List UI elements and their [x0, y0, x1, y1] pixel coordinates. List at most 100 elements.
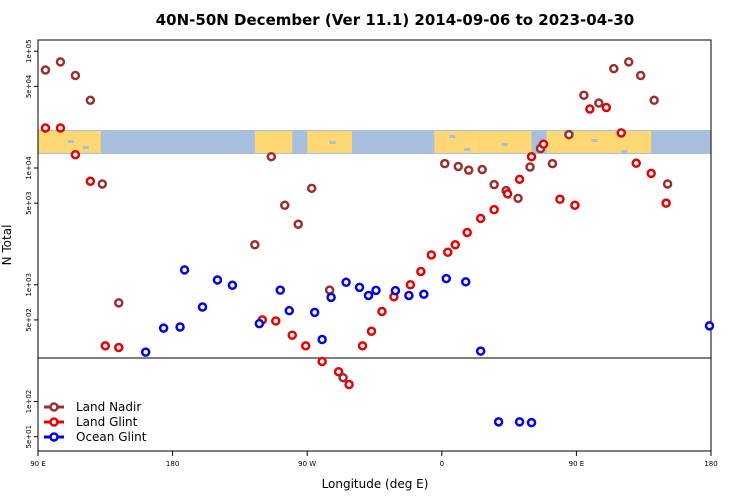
ocean-glint-point-15	[363, 290, 374, 301]
land-nadir-point-15	[463, 165, 474, 175]
y-tick-label-2: 5e+02	[25, 308, 33, 332]
y-tick-label-3: 1e+03	[25, 273, 33, 297]
y-tick-label-6: 5e+04	[25, 74, 33, 98]
ocean-glint-point-1	[158, 323, 169, 333]
x-axis-label: Longitude (deg E)	[322, 477, 429, 491]
land-glint-point-7	[271, 316, 281, 326]
land-nadir-point-14	[453, 161, 464, 172]
map-lake-2	[329, 141, 336, 144]
legend-marker-land-nadir	[49, 402, 59, 412]
land-nadir-point-12	[338, 372, 348, 383]
map-land-3	[434, 131, 480, 153]
points	[40, 57, 715, 428]
y-tick-label-5: 1e+04	[25, 156, 33, 180]
land-glint-point-8	[287, 330, 297, 340]
land-glint-point-18	[416, 266, 426, 277]
land-nadir-point-25	[594, 98, 604, 108]
ocean-glint-point-18	[404, 290, 414, 301]
land-nadir-point-6	[250, 240, 260, 250]
ocean-glint-point-25	[526, 417, 537, 428]
legend-label-land-nadir: Land Nadir	[76, 400, 141, 414]
land-glint-point-27	[526, 151, 537, 162]
plot-frame	[37, 39, 712, 452]
legend-marker-ocean-glint	[49, 432, 59, 442]
land-nadir-point-9	[293, 219, 303, 229]
land-glint-point-23	[475, 213, 486, 224]
land-nadir-point-8	[280, 200, 290, 210]
land-glint-point-1	[55, 123, 66, 133]
land-glint-point-17	[405, 280, 416, 290]
chart-title: 40N-50N December (Ver 11.1) 2014-09-06 t…	[156, 11, 635, 29]
legend-label-land-glint: Land Glint	[76, 415, 138, 429]
ocean-glint-point-9	[284, 305, 295, 316]
ocean-glint-point-4	[197, 302, 208, 312]
land-nadir-point-7	[266, 151, 277, 162]
map-lake-7	[621, 150, 628, 153]
legend-label-ocean-glint: Ocean Glint	[76, 430, 147, 444]
ocean-glint-point-0	[140, 347, 151, 357]
ocean-glint-point-16	[371, 285, 381, 296]
ocean-glint-point-10	[309, 307, 320, 318]
ocean-glint-point-8	[275, 285, 286, 295]
land-glint-point-20	[443, 247, 453, 257]
y-tick-label-4: 5e+03	[25, 191, 33, 215]
ocean-glint-point-12	[326, 292, 336, 303]
x-tick-label-2: 90 W	[298, 460, 316, 468]
land-glint-point-33	[616, 128, 627, 138]
land-glint-point-32	[601, 102, 612, 113]
map-lake-5	[501, 143, 508, 146]
map-land-4	[479, 131, 532, 153]
x-tick-label-4: 90 E	[569, 460, 585, 468]
land-glint-point-25	[502, 189, 513, 199]
land-glint-point-15	[377, 306, 387, 317]
ocean-glint-point-2	[175, 322, 185, 332]
land-nadir-point-0	[40, 65, 51, 75]
land-glint-point-0	[40, 123, 51, 133]
land-glint-point-35	[646, 168, 656, 179]
map-lake-0	[67, 140, 74, 143]
legend-marker-land-glint	[49, 417, 59, 427]
ocean-glint-point-24	[514, 417, 525, 427]
y-tick-label-7: 1e+05	[25, 39, 33, 63]
ocean-glint-point-20	[441, 273, 452, 284]
map-lake-6	[591, 139, 598, 142]
land-glint-point-13	[357, 341, 368, 351]
land-glint-point-36	[661, 198, 671, 208]
land-nadir-point-20	[525, 162, 535, 172]
land-glint-point-22	[462, 227, 472, 238]
land-nadir-point-2	[70, 70, 81, 81]
land-glint-point-10	[317, 356, 327, 367]
land-nadir-point-1	[55, 57, 66, 67]
map-land-1	[254, 131, 293, 153]
y-axis: 5e+01 1e+02 5e+02 1e+03 5e+03 1e+04 5e+04 1e+05	[25, 39, 38, 448]
land-glint-point-29	[555, 194, 565, 205]
land-glint-point-3	[85, 176, 96, 187]
map-lake-3	[449, 135, 456, 138]
ocean-glint-point-11	[317, 334, 327, 345]
x-tick-label-3: 0	[440, 460, 444, 468]
ocean-glint-point-22	[475, 346, 486, 356]
land-nadir-point-26	[609, 63, 619, 74]
land-nadir-point-23	[564, 129, 574, 140]
land-glint-point-19	[426, 250, 437, 260]
land-nadir-point-10	[306, 183, 317, 194]
land-glint-point-21	[450, 240, 461, 250]
land-glint-point-31	[585, 104, 595, 114]
land-glint-point-2	[70, 149, 81, 160]
ocean-glint-point-26	[704, 321, 715, 331]
ocean-glint-point-13	[341, 277, 351, 288]
land-glint-point-11	[333, 366, 344, 377]
land-glint-point-30	[570, 200, 580, 210]
y-tick-label-1: 1e+02	[25, 390, 33, 414]
land-nadir-point-16	[477, 164, 487, 175]
land-nadir-point-13	[440, 158, 450, 169]
land-glint-point-5	[114, 342, 124, 353]
land-glint-point-9	[300, 341, 311, 351]
x-tick-label-0: 90 E	[30, 460, 46, 468]
x-tick-label-5: 180	[704, 460, 717, 468]
x-tick-label-1: 180	[166, 460, 179, 468]
land-nadir-point-17	[489, 179, 499, 190]
y-axis-label: N Total	[0, 225, 14, 266]
land-glint-point-34	[631, 158, 641, 168]
